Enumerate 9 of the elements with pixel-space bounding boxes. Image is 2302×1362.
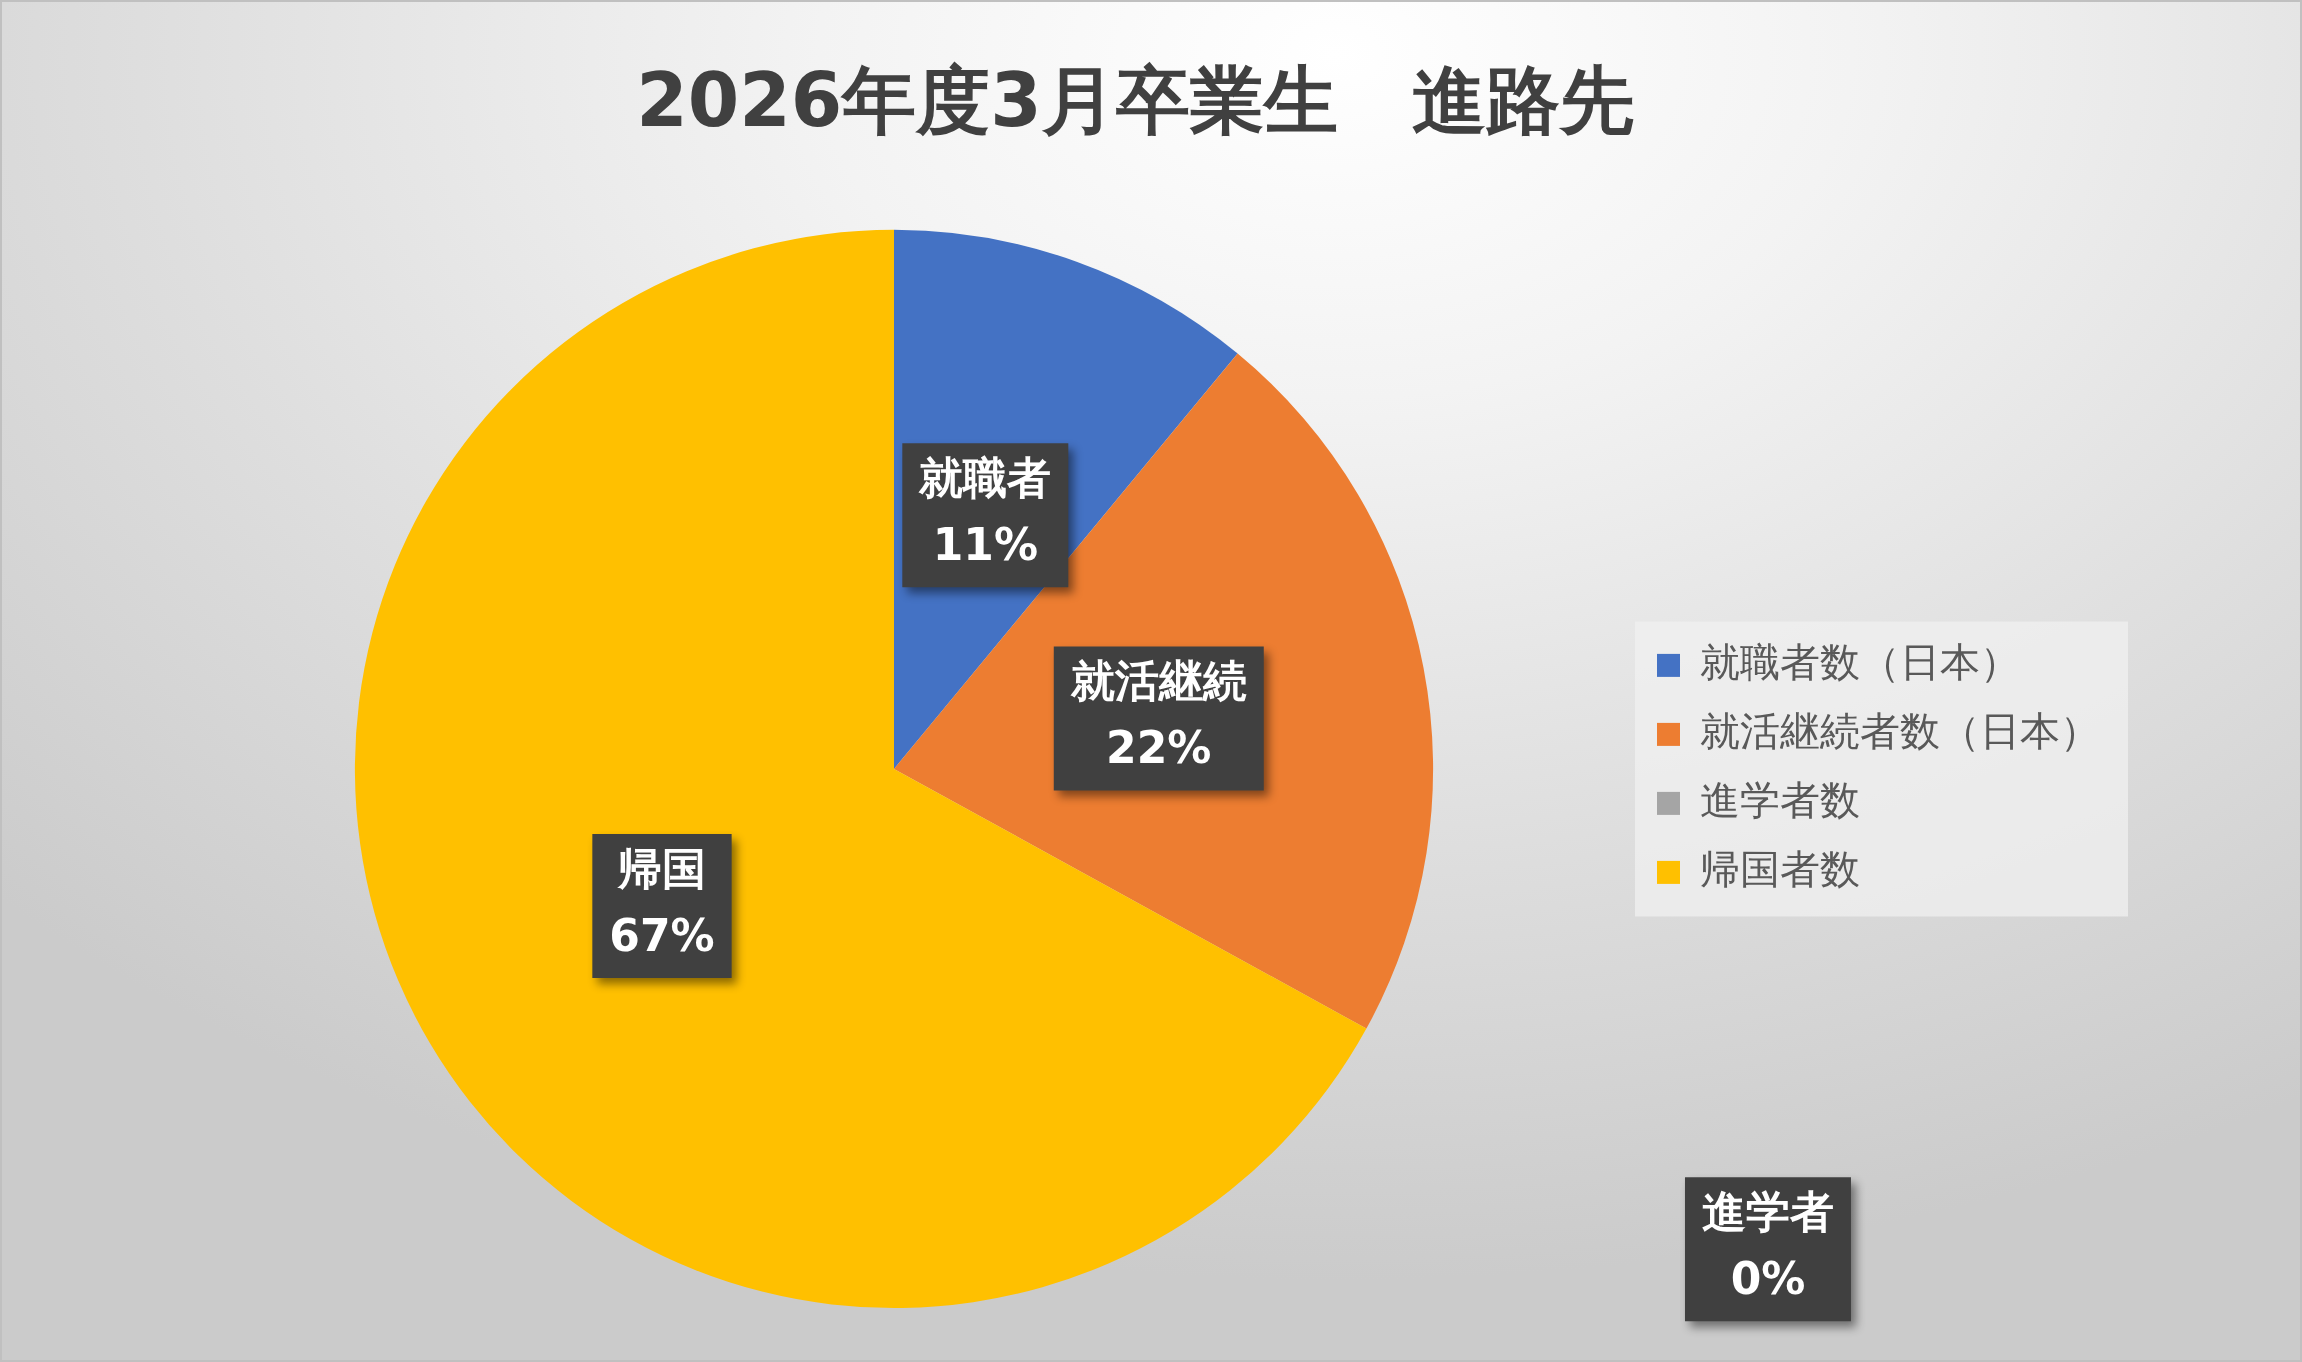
chart-title: 2026年度3月卒業生 進路先 (636, 56, 1634, 143)
data-label: 帰国 67% (609, 843, 715, 962)
text: 進学者 0% (1701, 1186, 1834, 1305)
legend-label: 就活継続者数（日本） (1700, 707, 2100, 754)
legend-label: 就職者数（日本） (1700, 638, 2020, 685)
legend-label: 帰国者数 (1700, 845, 1860, 892)
data-label: 就活継続 22% (1069, 655, 1247, 774)
legend-label: 進学者数 (1700, 776, 1860, 823)
data-label: 就職者 11% (918, 452, 1052, 571)
